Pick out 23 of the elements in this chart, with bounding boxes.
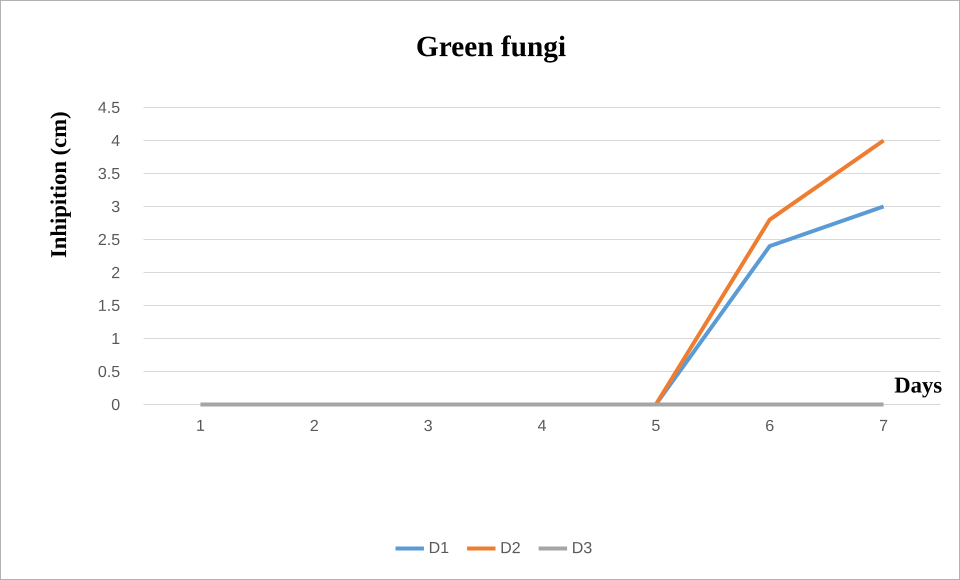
y-tick-label: 1.5 <box>99 300 120 312</box>
x-tick-label: 2 <box>310 420 318 432</box>
legend-label: D3 <box>573 542 592 554</box>
x-tick-label: 6 <box>766 420 774 432</box>
y-tick-label: 2.5 <box>98 234 120 246</box>
y-tick-label: 3 <box>112 200 120 212</box>
legend-label: D2 <box>502 542 520 554</box>
y-tick-label: 4.5 <box>98 102 120 114</box>
y-tick-label: 4 <box>112 134 120 146</box>
y-tick-label: 0.5 <box>98 366 120 378</box>
legend-label: D1 <box>430 542 448 554</box>
y-axis-title: Inhipition (cm) <box>50 112 71 258</box>
x-tick-label: 5 <box>652 420 660 432</box>
y-tick-label: 1 <box>112 332 120 344</box>
chart-title: Green fungi <box>417 35 566 63</box>
x-tick-label: 3 <box>424 420 432 432</box>
x-axis-title: Days <box>894 378 942 398</box>
y-tick-label: 3.5 <box>98 168 120 180</box>
y-tick-label: 2 <box>112 266 120 278</box>
x-tick-label: 7 <box>880 420 888 431</box>
x-tick-label: 4 <box>538 420 546 431</box>
x-tick-label: 1 <box>197 420 204 431</box>
y-tick-label: 0 <box>112 398 120 410</box>
